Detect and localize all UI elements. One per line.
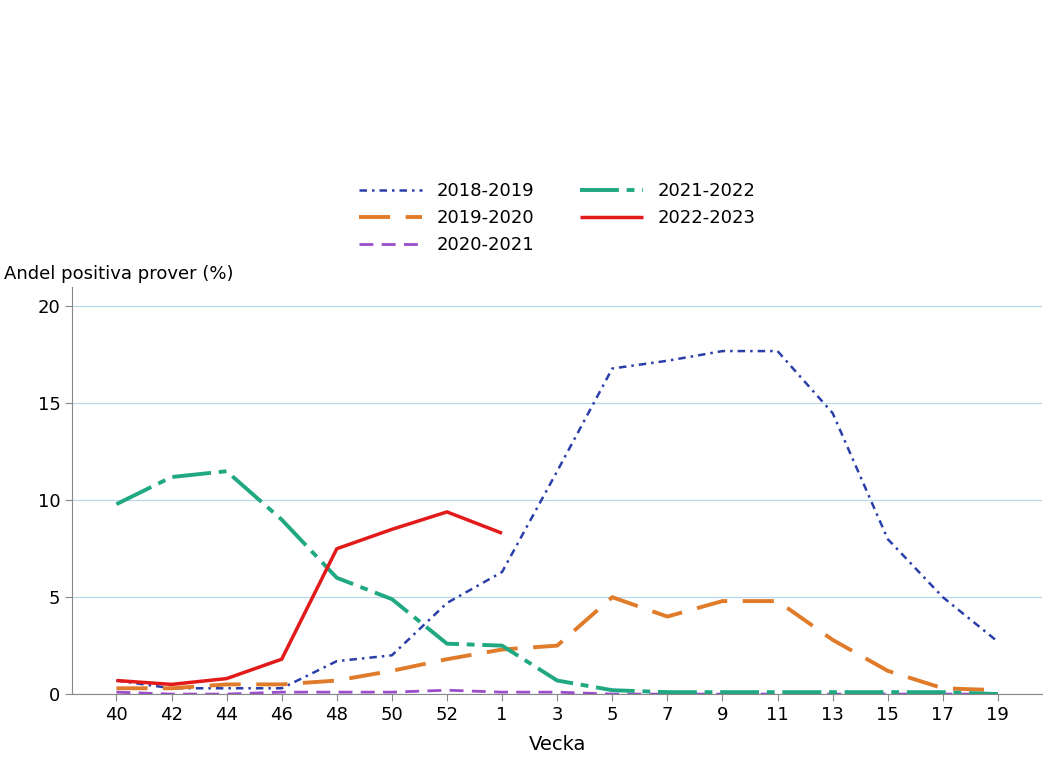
2018-2019 <box>772 347 784 356</box>
2021-2022 <box>551 676 563 685</box>
2021-2022 <box>276 515 289 524</box>
2019-2020 <box>496 645 508 654</box>
2022-2023 <box>386 524 398 534</box>
2022-2023 <box>220 674 233 683</box>
2021-2022 <box>165 472 178 481</box>
2020-2021 <box>220 690 233 699</box>
2021-2022 <box>882 687 894 697</box>
2019-2020 <box>551 641 563 651</box>
2020-2021 <box>165 690 178 699</box>
2019-2020 <box>165 684 178 693</box>
2022-2023 <box>496 528 508 538</box>
2021-2022 <box>991 690 1004 699</box>
2021-2022 <box>661 687 673 697</box>
2020-2021 <box>827 690 839 699</box>
2018-2019 <box>165 684 178 693</box>
Line: 2018-2019: 2018-2019 <box>116 351 998 688</box>
Legend: 2018-2019, 2019-2020, 2020-2021, 2021-2022, 2022-2023: 2018-2019, 2019-2020, 2020-2021, 2021-20… <box>359 182 755 255</box>
2019-2020 <box>991 686 1004 695</box>
2019-2020 <box>386 666 398 675</box>
2018-2019 <box>551 467 563 476</box>
2019-2020 <box>937 684 949 693</box>
Line: 2019-2020: 2019-2020 <box>116 598 998 691</box>
2021-2022 <box>441 639 453 648</box>
2020-2021 <box>937 690 949 699</box>
2021-2022 <box>827 687 839 697</box>
Line: 2020-2021: 2020-2021 <box>116 691 998 694</box>
X-axis label: Vecka: Vecka <box>528 735 586 754</box>
2021-2022 <box>110 500 123 509</box>
2021-2022 <box>716 687 728 697</box>
2018-2019 <box>441 598 453 608</box>
2019-2020 <box>606 593 618 602</box>
2018-2019 <box>827 408 839 418</box>
2018-2019 <box>331 657 344 666</box>
2021-2022 <box>772 687 784 697</box>
2019-2020 <box>441 654 453 664</box>
2019-2020 <box>772 597 784 606</box>
2022-2023 <box>165 680 178 689</box>
2019-2020 <box>882 666 894 675</box>
2018-2019 <box>276 684 289 693</box>
Line: 2021-2022: 2021-2022 <box>116 471 998 694</box>
2020-2021 <box>991 690 1004 699</box>
2019-2020 <box>827 635 839 644</box>
2020-2021 <box>110 687 123 697</box>
2020-2021 <box>716 690 728 699</box>
2020-2021 <box>386 687 398 697</box>
Line: 2022-2023: 2022-2023 <box>116 512 502 684</box>
2020-2021 <box>441 686 453 695</box>
2018-2019 <box>110 676 123 685</box>
2021-2022 <box>386 594 398 604</box>
2019-2020 <box>661 612 673 621</box>
2021-2022 <box>606 686 618 695</box>
2022-2023 <box>276 654 289 664</box>
2022-2023 <box>110 676 123 685</box>
2021-2022 <box>220 467 233 476</box>
2019-2020 <box>716 597 728 606</box>
2022-2023 <box>441 508 453 517</box>
2020-2021 <box>551 687 563 697</box>
2018-2019 <box>991 638 1004 647</box>
2018-2019 <box>220 684 233 693</box>
2020-2021 <box>606 690 618 699</box>
2020-2021 <box>331 687 344 697</box>
2020-2021 <box>882 690 894 699</box>
2019-2020 <box>110 684 123 693</box>
2021-2022 <box>496 641 508 651</box>
2020-2021 <box>276 687 289 697</box>
2018-2019 <box>386 651 398 660</box>
2020-2021 <box>772 690 784 699</box>
2019-2020 <box>276 680 289 689</box>
Text: Andel positiva prover (%): Andel positiva prover (%) <box>4 265 234 283</box>
2018-2019 <box>606 364 618 373</box>
2022-2023 <box>331 544 344 554</box>
2018-2019 <box>882 534 894 544</box>
2020-2021 <box>661 690 673 699</box>
2018-2019 <box>716 347 728 356</box>
2021-2022 <box>937 687 949 697</box>
2021-2022 <box>331 573 344 582</box>
2018-2019 <box>661 356 673 365</box>
2019-2020 <box>331 676 344 685</box>
2018-2019 <box>937 593 949 602</box>
2019-2020 <box>220 680 233 689</box>
2018-2019 <box>496 568 508 577</box>
2020-2021 <box>496 687 508 697</box>
